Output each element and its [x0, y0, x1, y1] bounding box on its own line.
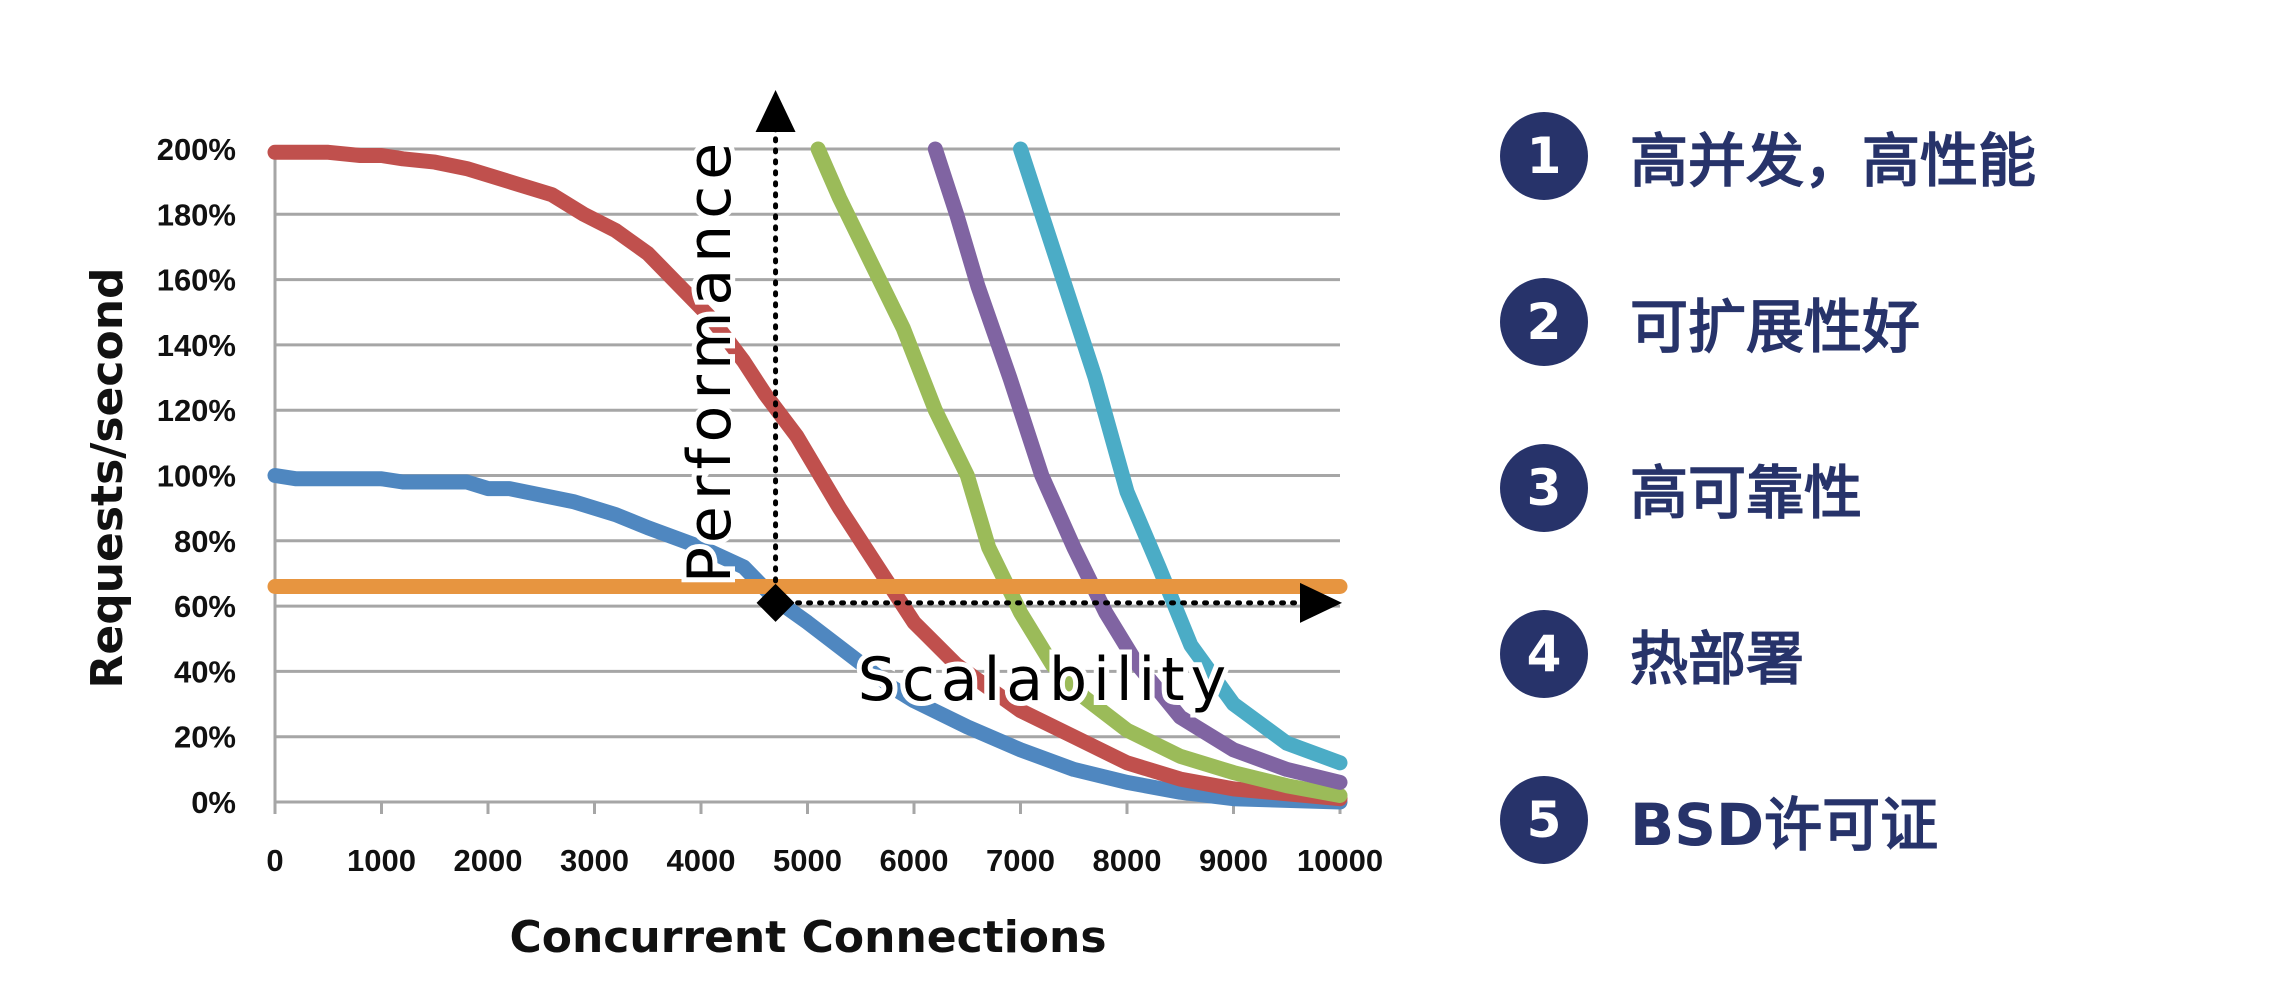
performance-arrowhead [755, 90, 796, 132]
y-tick-label: 0% [191, 785, 236, 820]
feature-label: 可扩展性好 [1630, 293, 1921, 361]
y-tick-label: 140% [157, 328, 236, 363]
y-axis-title: Requests/second [82, 267, 133, 688]
x-ticks: 0 1000 2000 3000 4000 5000 6000 7000 8000 9000 100… [266, 843, 1383, 878]
performance-label: Performance [675, 137, 745, 583]
feature-label: BSD许可证 [1630, 791, 1939, 859]
x-tick-label: 5000 [773, 843, 842, 878]
feature-label: 高可靠性 [1630, 459, 1863, 527]
scalability-label: Scalability [858, 645, 1232, 715]
feature-number-badge: 3 [1500, 444, 1588, 532]
scalability-arrowhead [1300, 582, 1342, 623]
x-tick-label: 2000 [454, 843, 523, 878]
series-line-5 [1013, 141, 1348, 771]
y-tick-label: 20% [174, 720, 236, 755]
x-tick-label: 10000 [1297, 843, 1383, 878]
x-tick-label: 1000 [347, 843, 416, 878]
x-axis-title: Concurrent Connections [509, 912, 1106, 963]
y-tick-label: 60% [174, 589, 236, 624]
y-tick-label: 180% [157, 197, 236, 232]
feature-label: 高并发，高性能 [1630, 127, 2037, 195]
x-tick-label: 4000 [667, 843, 736, 878]
y-tick-label: 100% [157, 459, 236, 494]
series-line-1 [267, 468, 1348, 810]
x-tick-label: 3000 [560, 843, 629, 878]
y-tick-label: 120% [157, 393, 236, 428]
series-line-3 [810, 141, 1348, 803]
y-tick-label: 40% [174, 654, 236, 689]
annotations: Performance Scalability [670, 90, 1342, 720]
feature-item-1: 1 高并发，高性能 [1500, 110, 2036, 202]
feature-label: 热部署 [1630, 625, 1805, 693]
feature-number-badge: 2 [1500, 278, 1588, 366]
series-group [267, 141, 1348, 810]
x-tick-label: 6000 [880, 843, 949, 878]
feature-item-2: 2 可扩展性好 [1500, 276, 1920, 368]
x-tick-label: 7000 [986, 843, 1055, 878]
feature-item-3: 3 高可靠性 [1500, 442, 1862, 534]
origin-diamond [756, 583, 795, 622]
y-tick-label: 160% [157, 263, 236, 298]
x-tick-label: 0 [266, 843, 283, 878]
feature-item-4: 4 热部署 [1500, 608, 1804, 700]
x-tick-label: 8000 [1093, 843, 1162, 878]
y-tick-label: 200% [157, 132, 236, 167]
chart: 0% 20% 40% 60% 80% 100% 120% 140% 160% 180% 200% 0… [82, 90, 1383, 963]
feature-number-badge: 4 [1500, 610, 1588, 698]
y-tick-label: 80% [174, 524, 236, 559]
feature-number-badge: 5 [1500, 776, 1588, 864]
feature-number-badge: 1 [1500, 112, 1588, 200]
x-tick-label: 9000 [1199, 843, 1268, 878]
y-ticks: 0% 20% 40% 60% 80% 100% 120% 140% 160% 180% 200% [157, 132, 236, 820]
feature-item-5: 5 BSD许可证 [1500, 774, 1938, 866]
series-line-2 [267, 144, 1348, 807]
